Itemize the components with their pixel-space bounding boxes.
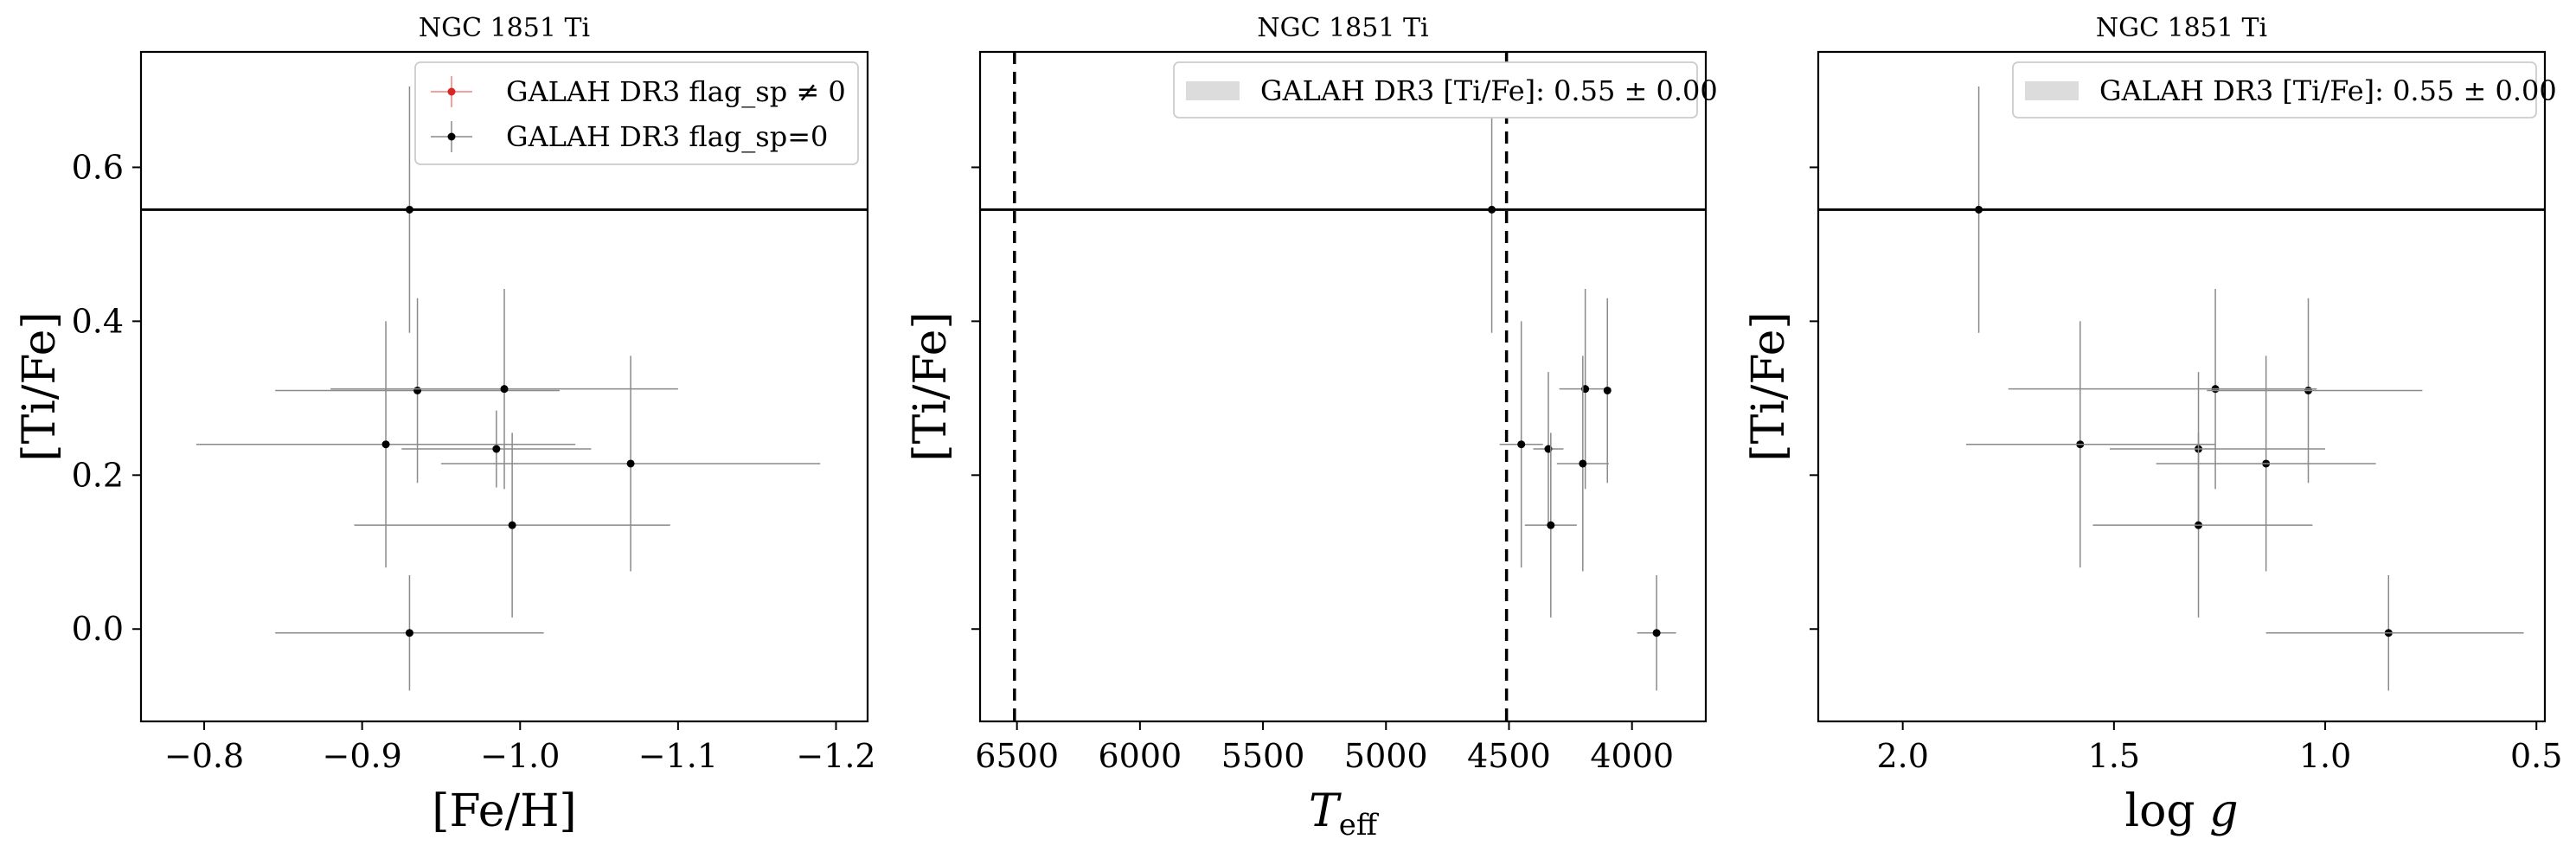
point-marker: [1603, 386, 1612, 394]
panel-2: NGC 1851 Ti 6500 6000 5500 5000 4500 4000 Teff […: [905, 13, 1718, 842]
legend-label: GALAH DR3 [Ti/Fe]: 0.55 ± 0.00: [1260, 74, 1718, 107]
point-marker: [381, 440, 390, 449]
panel-title: NGC 1851 Ti: [419, 13, 590, 43]
legend: GALAH DR3 [Ti/Fe]: 0.55 ± 0.00: [1173, 61, 1718, 119]
legend: GALAH DR3 [Ti/Fe]: 0.55 ± 0.00: [2012, 61, 2557, 119]
x-tick-label: −1.1: [638, 737, 718, 775]
legend-label: GALAH DR3 flag_sp=0: [506, 120, 828, 153]
y-tick-label: 0.6: [72, 148, 124, 186]
panel-title: NGC 1851 Ti: [1257, 13, 1428, 43]
data-point: [405, 86, 413, 333]
data-point: [1637, 574, 1676, 691]
x-axis-label: [Fe/H]: [432, 785, 576, 837]
x-tick-label: −1.2: [796, 737, 875, 775]
point-marker: [405, 629, 413, 637]
x-tick-label: 1.0: [2299, 737, 2351, 775]
legend-label: GALAH DR3 [Ti/Fe]: 0.55 ± 0.00: [2099, 74, 2557, 107]
point-marker: [1488, 205, 1496, 214]
x-axis-label: Teff: [1309, 785, 1380, 842]
x-tick-label: 6500: [975, 737, 1059, 775]
point-marker: [1652, 629, 1661, 637]
y-tick-label: 0.0: [72, 610, 124, 648]
data-point: [1975, 86, 1983, 333]
data-point: [1603, 298, 1612, 484]
axes-frame: [1817, 50, 2547, 723]
y-tick-label: 0.2: [72, 456, 124, 494]
legend-band-swatch: [1186, 81, 1240, 100]
data-point: [1524, 432, 1577, 618]
y-axis-label: [Ti/Fe]: [14, 311, 66, 461]
data-point: [330, 289, 678, 490]
x-tick-label: 1.5: [2088, 737, 2140, 775]
legend-box: [2012, 61, 2537, 119]
panel-3: NGC 1851 Ti 2.0 1.5 1.0 0.5 log g [Ti/Fe] GALAH…: [1743, 13, 2562, 837]
legend-marker: [447, 87, 456, 96]
x-tick-label: 5000: [1344, 737, 1428, 775]
data-point: [1488, 86, 1496, 333]
x-tick-label: 4500: [1467, 737, 1551, 775]
x-tick-label: −0.9: [323, 737, 402, 775]
x-tick-label: 5500: [1221, 737, 1305, 775]
x-tick-label: −1.0: [480, 737, 560, 775]
data-point: [275, 574, 544, 691]
point-marker: [500, 385, 509, 394]
point-marker: [1975, 205, 1983, 214]
data-point: [1499, 321, 1543, 568]
axes-frame: [978, 50, 1708, 723]
legend-band-swatch: [2025, 81, 2079, 100]
x-axis-label: log g: [2124, 785, 2238, 837]
x-tick-label: 0.5: [2510, 737, 2562, 775]
x-tick-label: 2.0: [1876, 737, 1928, 775]
point-marker: [1579, 459, 1587, 468]
legend-label: GALAH DR3 flag_sp ≠ 0: [506, 75, 846, 108]
y-axis-label: [Ti/Fe]: [905, 311, 957, 461]
data-point: [401, 410, 592, 488]
point-marker: [1517, 440, 1526, 449]
panel-1: NGC 1851 Ti −0.8 −0.9 −1.0 −1.1 −1.2 0.0 0.2 0.4…: [14, 13, 876, 837]
legend-box: [414, 61, 859, 165]
x-tick-label: −0.8: [164, 737, 244, 775]
panel-title: NGC 1851 Ti: [2096, 13, 2267, 43]
point-marker: [492, 445, 501, 453]
data-point: [440, 356, 821, 572]
data-point: [354, 432, 670, 618]
legend-marker: [447, 132, 456, 141]
legend-box: [1173, 61, 1698, 119]
point-marker: [626, 459, 635, 468]
point-marker: [413, 386, 422, 394]
axes-frame: [139, 50, 869, 723]
x-tick-label: 6000: [1099, 737, 1182, 775]
point-marker: [1547, 521, 1555, 529]
x-tick-label: 4000: [1590, 737, 1674, 775]
legend: GALAH DR3 flag_sp ≠ 0 GALAH DR3 flag_sp=0: [414, 61, 859, 165]
point-marker: [405, 205, 413, 214]
y-axis-label: [Ti/Fe]: [1743, 311, 1795, 461]
point-marker: [508, 521, 516, 529]
y-tick-label: 0.4: [72, 302, 124, 340]
data-point: [1556, 356, 1609, 572]
